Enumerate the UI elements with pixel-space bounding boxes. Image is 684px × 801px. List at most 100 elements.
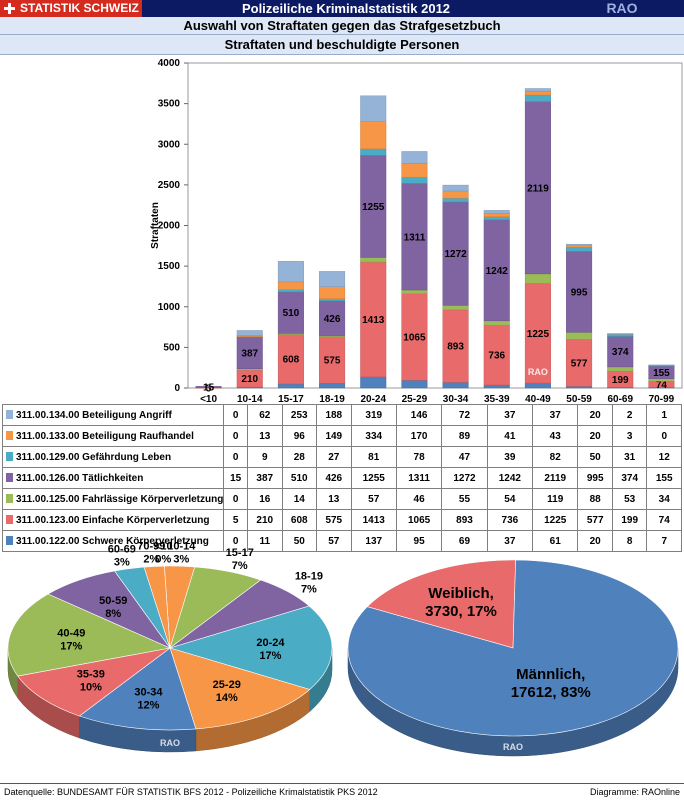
source-note: Datenquelle: BUNDESAMT FÜR STATISTIK BFS… [4,787,378,797]
watermark: RAO [503,742,523,752]
bar-segment [524,101,551,275]
table-cell: 37 [486,530,534,552]
bar-segment [401,163,428,178]
legend-label: 311.00.126.00 Tätlichkeiten [16,472,144,484]
table-cell: 62 [247,404,283,426]
bar-segment [236,337,263,369]
pie-label: 10-14 [167,540,196,552]
table-cell: 37 [486,404,534,426]
data-label: 736 [488,351,505,362]
x-tick-label: <10 [200,394,217,405]
x-tick-label: 10-14 [237,394,263,405]
table-cell: 5 [223,509,248,531]
bar-segment [442,201,469,306]
pie-slice [168,605,333,690]
chart-title: Straftaten und beschuldigte Personen [0,35,684,55]
table-cell: 736 [486,509,534,531]
x-tick-label: 25-29 [402,394,428,405]
table-cell: 155 [646,467,682,489]
pie-slice [347,559,679,737]
bar-segment [360,257,387,263]
legend-swatch [6,431,13,441]
data-label: 210 [241,374,258,385]
table-cell: 61 [532,530,579,552]
pie-slice [7,593,172,677]
bar-segment [319,298,346,302]
table-cell: 2119 [532,467,579,489]
table-cell: 54 [486,488,534,510]
x-tick-label: 30-34 [443,394,469,405]
pie-label: 20-24 [256,637,285,649]
row-header: 311.00.125.00 Fahrlässige Körperverletzu… [1,488,225,510]
table-cell: 39 [486,446,534,468]
table-cell: 210 [247,509,283,531]
header-bar: STATISTIK SCHWEIZ Polizeiliche Kriminals… [0,0,684,17]
bar-segment [442,309,469,383]
bar-segment [401,380,428,389]
swiss-cross-icon [3,2,16,15]
bar-segment [566,251,593,333]
x-tick-label: 50-59 [566,394,592,405]
table-cell: 188 [316,404,352,426]
table-cell: 14 [281,488,318,510]
bar-segment [483,219,510,322]
table-cell: 253 [281,404,318,426]
bar-segment [442,184,469,192]
table-cell: 0 [223,425,248,447]
data-label: 374 [612,347,629,358]
bar-segment [442,190,469,199]
data-label: 608 [283,355,300,366]
pie-value-label: 8% [105,608,121,620]
table-cell: 0 [223,404,248,426]
table-cell: 334 [350,425,397,447]
bar-segment [648,378,675,382]
bar-segment [648,364,675,366]
legend-swatch [6,410,13,420]
data-label: 15 [203,382,215,393]
bar-segment [442,197,469,203]
table-cell: 7 [646,530,682,552]
table-cell: 1311 [395,467,443,489]
data-label: 1065 [403,333,426,344]
bar-segment [195,386,222,388]
plot-area [187,62,683,389]
table-cell: 27 [316,446,352,468]
bar-segment [442,305,469,311]
data-label: 510 [283,308,300,319]
y-tick-label: 0 [174,383,180,394]
table-cell: 1242 [486,467,534,489]
pie-label: 18-19 [295,571,323,583]
table-cell: 1413 [350,509,397,531]
pie-label: 40-49 [57,628,85,640]
bar-segment [566,339,593,387]
pie-value-label: 12% [137,700,159,712]
table-cell: 119 [532,488,579,510]
table-cell: 89 [441,425,488,447]
bar-segment [483,384,510,389]
y-tick-label: 500 [163,342,180,353]
table-cell: 78 [395,446,443,468]
table-cell: 47 [441,446,488,468]
legend-swatch [6,452,13,462]
table-cell: 1255 [350,467,397,489]
table-cell: 149 [316,425,352,447]
bar-segment [277,383,304,389]
table-cell: 1065 [395,509,443,531]
pie-value-label: 3% [173,553,189,565]
pie-label: 15-17 [226,547,254,559]
pie-slice [143,565,171,649]
table-cell: 37 [532,404,579,426]
y-tick-label: 3500 [158,99,181,110]
bar-segment [277,281,304,290]
legend-swatch [6,494,13,504]
table-cell: 46 [395,488,443,510]
bar-segment [401,151,428,164]
pie-value-label: 7% [301,584,317,596]
bar-segment [360,95,387,122]
pie-value-label: 17% [60,641,82,653]
table-cell: 1272 [441,467,488,489]
pie-value-label: 3% [114,556,130,568]
bar-segment [566,332,593,340]
bar-segment [607,333,634,335]
table-cell: 575 [316,509,352,531]
